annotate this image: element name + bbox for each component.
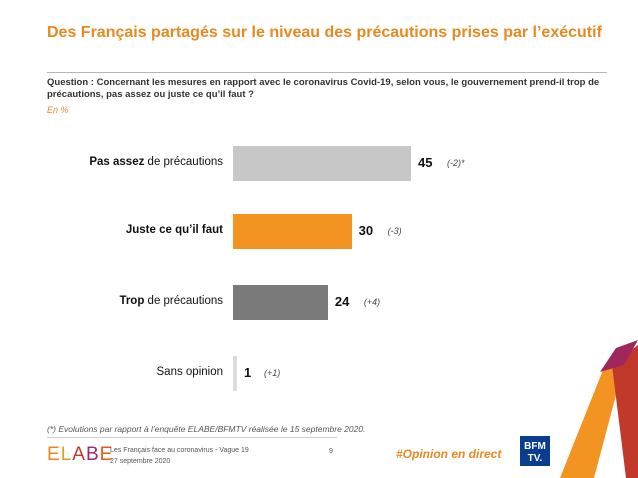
footer-date: 27 septembre 2020 — [110, 458, 171, 465]
category-label: Sans opinion — [23, 366, 224, 378]
category-label-bold: Pas assez — [89, 156, 145, 168]
bar-value-label: 45 — [418, 155, 433, 170]
category-label: Trop de précautions — [23, 295, 223, 307]
chart-title: Des Français partagés sur le niveau des … — [47, 24, 602, 41]
evolution-label: (+4) — [363, 297, 381, 307]
deco-stroke-red — [612, 345, 638, 478]
evolution-label: (-2)* — [447, 158, 465, 168]
category-label-rest: de précautions — [144, 156, 223, 168]
bfmtv-logo-bg — [520, 436, 550, 466]
bar-value-label: 30 — [358, 223, 374, 238]
category-label: Juste ce qu’il faut — [23, 224, 223, 236]
evolution-label: (+1) — [263, 368, 281, 378]
deco-stroke-orange — [560, 365, 624, 478]
title-divider — [47, 72, 607, 73]
bar — [233, 285, 328, 320]
footer-divider — [47, 437, 337, 438]
category-label-bold: Trop — [119, 295, 145, 307]
footnote: (*) Evolutions par rapport à l’enquête E… — [47, 424, 366, 434]
bfmtv-logo-bottom: TV. — [528, 453, 543, 464]
elabe-logo: ELABE — [47, 444, 114, 465]
bar — [233, 146, 411, 181]
footer-study-name: Les Français face au coronavirus - Vague… — [110, 447, 249, 454]
bar-value-label: 1 — [243, 365, 252, 380]
page-number: 9 — [329, 448, 333, 455]
category-label-bold: Juste ce qu’il faut — [125, 224, 223, 236]
bfmtv-logo: BFM TV. — [520, 436, 550, 466]
unit-label: En % — [47, 105, 69, 115]
category-label-rest: Sans opinion — [156, 366, 224, 378]
category-label-rest: de précautions — [144, 295, 223, 307]
bar — [233, 356, 237, 391]
category-label: Pas assez de précautions — [23, 156, 223, 168]
evolution-label: (-3) — [387, 226, 402, 236]
survey-question: Question : Concernant les mesures en rap… — [47, 77, 600, 100]
bfmtv-logo-top: BFM — [524, 441, 546, 452]
deco-stroke-purple — [600, 340, 638, 372]
bar — [233, 214, 352, 249]
hashtag: #Opinion en direct — [396, 447, 502, 461]
bar-value-label: 24 — [334, 294, 350, 309]
